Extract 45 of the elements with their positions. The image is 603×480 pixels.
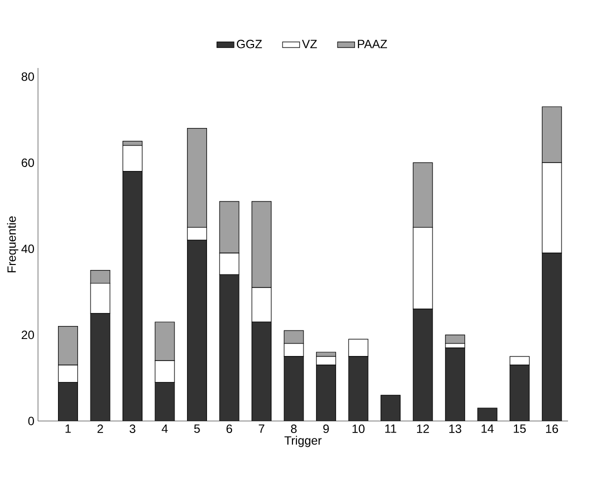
x-tick-label: 6 [226, 424, 232, 434]
x-tick-label: 9 [323, 424, 329, 434]
x-tick-label: 13 [449, 424, 462, 434]
x-axis-title: Trigger [284, 436, 322, 448]
y-tick-label: 40 [21, 244, 34, 254]
x-tick-label: 16 [546, 424, 558, 434]
legend-label: GGZ [236, 40, 262, 48]
x-tick-label: 15 [514, 424, 526, 433]
bar [510, 365, 530, 421]
bar [348, 338, 368, 357]
x-tick-label: 3 [130, 424, 136, 434]
x-tick-label: 11 [385, 424, 396, 433]
bar [510, 356, 530, 366]
x-tick-label: 4 [162, 424, 168, 433]
x-tick-label: 7 [258, 424, 264, 433]
x-tick-label: 2 [98, 424, 103, 433]
bar [284, 356, 304, 421]
bar [316, 356, 336, 366]
x-tick-label: 10 [352, 424, 365, 434]
y-tick-label: 0 [28, 416, 34, 426]
bar [316, 365, 336, 421]
bar [380, 395, 400, 421]
bar [220, 274, 239, 421]
y-tick-label: 20 [22, 330, 34, 340]
bar [252, 322, 272, 421]
x-tick-label: 12 [417, 424, 429, 433]
x-tick-label: 5 [194, 424, 200, 433]
y-tick-label: 80 [22, 72, 34, 81]
bar [413, 309, 433, 421]
bar [90, 313, 110, 421]
bar [58, 382, 78, 421]
bar [348, 356, 368, 421]
legend-label: PAAZ [358, 40, 388, 48]
bar [122, 171, 142, 421]
bar [542, 252, 562, 421]
x-tick-label: 14 [482, 424, 494, 433]
bar [445, 348, 465, 421]
bar [445, 334, 466, 344]
y-axis-title: Frequentie [7, 216, 18, 272]
legend-label: VZ [302, 40, 317, 48]
x-tick-label: 8 [290, 424, 297, 434]
bar [155, 382, 174, 421]
bar [187, 240, 207, 421]
x-tick-label: 1 [66, 424, 71, 433]
y-tick-label: 60 [22, 158, 34, 167]
